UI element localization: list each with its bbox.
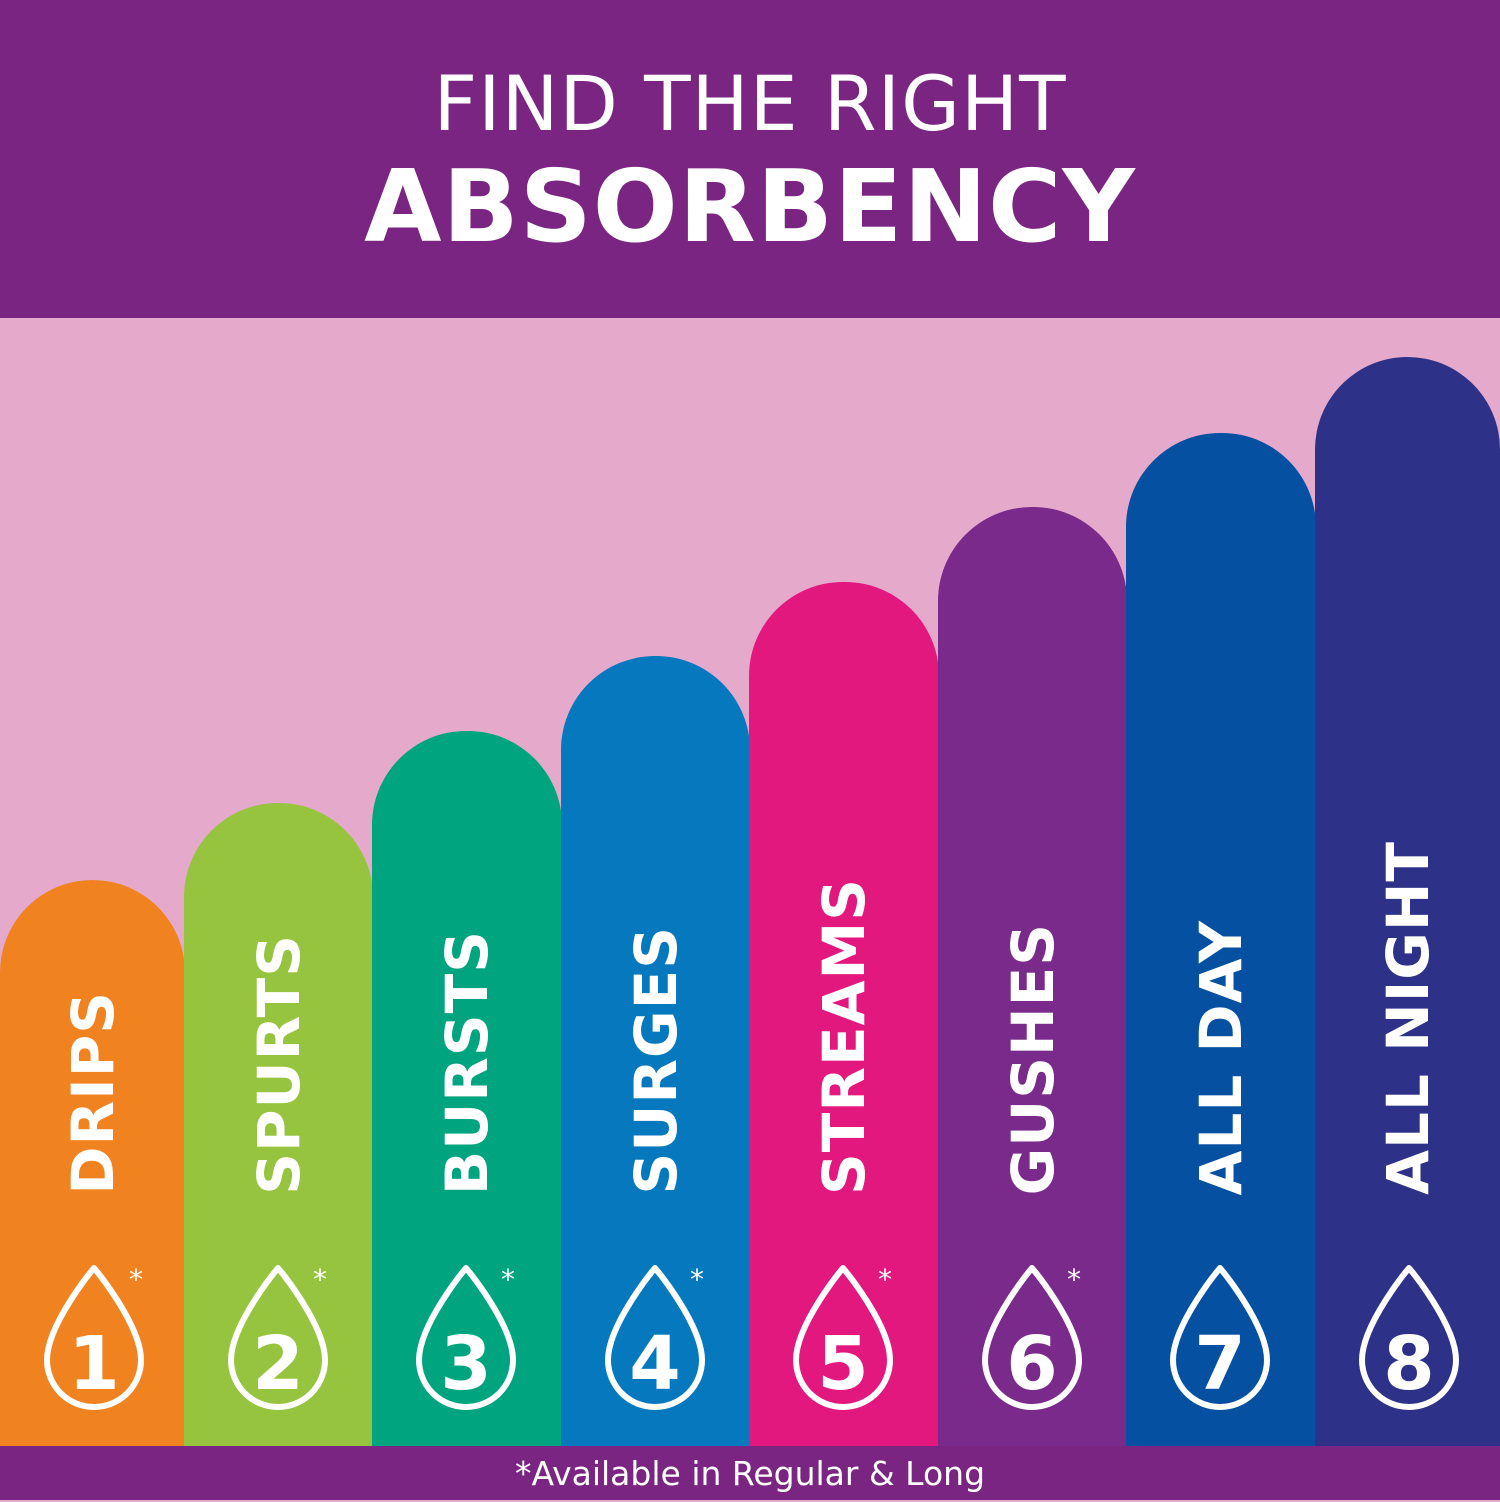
asterisk-mark: * <box>878 1263 892 1296</box>
asterisk-mark: * <box>313 1263 327 1296</box>
asterisk-mark: * <box>501 1263 515 1296</box>
drop-badge: 8 <box>1352 1262 1466 1414</box>
drop-badge: 5 * <box>786 1262 900 1414</box>
drop-badge: 6 * <box>975 1262 1089 1414</box>
droplet-icon <box>793 1265 893 1410</box>
drop-badge: 3 * <box>409 1262 523 1414</box>
droplet-icon <box>1170 1265 1270 1410</box>
bar-label-text: GUSHES <box>998 922 1067 1195</box>
bar-all-night: ALL NIGHT 8 <box>1315 357 1500 1446</box>
bar-label-text: ALL NIGHT <box>1373 841 1442 1195</box>
droplet-icon <box>416 1265 516 1410</box>
bar-label: ALL DAY <box>1126 920 1316 1195</box>
bar-label: SPURTS <box>184 934 373 1195</box>
level-number: 1 <box>68 1321 120 1407</box>
bar-label-text: STREAMS <box>810 878 878 1195</box>
droplet-icon <box>228 1265 328 1410</box>
bar-all-day: ALL DAY 7 <box>1126 433 1316 1446</box>
bar-label-text: SURGES <box>621 926 690 1195</box>
bar-label-text: DRIPS <box>58 991 127 1195</box>
asterisk-mark: * <box>690 1263 704 1296</box>
bar-label: ALL NIGHT <box>1315 841 1500 1195</box>
bar-label-text: ALL DAY <box>1187 919 1255 1195</box>
bar-spurts: SPURTS 2 * <box>184 803 373 1446</box>
bar-drips: DRIPS 1 * <box>0 880 185 1446</box>
bar-gushes: GUSHES 6 * <box>938 507 1127 1446</box>
droplet-icon <box>982 1265 1082 1410</box>
bar-label: GUSHES <box>938 923 1127 1195</box>
drop-badge: 1 * <box>37 1262 151 1414</box>
header-banner: FIND THE RIGHT ABSORBENCY <box>0 0 1500 318</box>
bar-label: BURSTS <box>372 930 562 1195</box>
level-number: 2 <box>252 1321 304 1407</box>
title-line-1: FIND THE RIGHT <box>433 59 1067 148</box>
droplet-icon <box>44 1265 144 1410</box>
bar-streams: STREAMS 5 * <box>749 582 939 1446</box>
bar-label: SURGES <box>561 926 750 1195</box>
level-number: 8 <box>1383 1321 1435 1407</box>
level-number: 5 <box>817 1321 869 1407</box>
drop-badge: 7 <box>1163 1262 1277 1414</box>
droplet-icon <box>1359 1265 1459 1410</box>
level-number: 3 <box>440 1321 492 1407</box>
droplet-icon <box>605 1265 705 1410</box>
title-line-2: ABSORBENCY <box>364 148 1136 265</box>
asterisk-mark: * <box>1067 1263 1081 1296</box>
bar-surges: SURGES 4 * <box>561 656 750 1446</box>
bar-label: STREAMS <box>749 878 939 1195</box>
level-number: 4 <box>629 1321 681 1407</box>
level-number: 7 <box>1194 1321 1246 1407</box>
bar-bursts: BURSTS 3 * <box>372 731 562 1446</box>
drop-badge: 2 * <box>221 1262 335 1414</box>
bar-label-text: SPURTS <box>244 934 313 1195</box>
bar-label-text: BURSTS <box>433 929 501 1195</box>
bar-label: DRIPS <box>0 991 185 1195</box>
asterisk-mark: * <box>129 1263 143 1296</box>
footer-note: *Available in Regular & Long <box>0 1446 1500 1500</box>
drop-badge: 4 * <box>598 1262 712 1414</box>
level-number: 6 <box>1006 1321 1058 1407</box>
